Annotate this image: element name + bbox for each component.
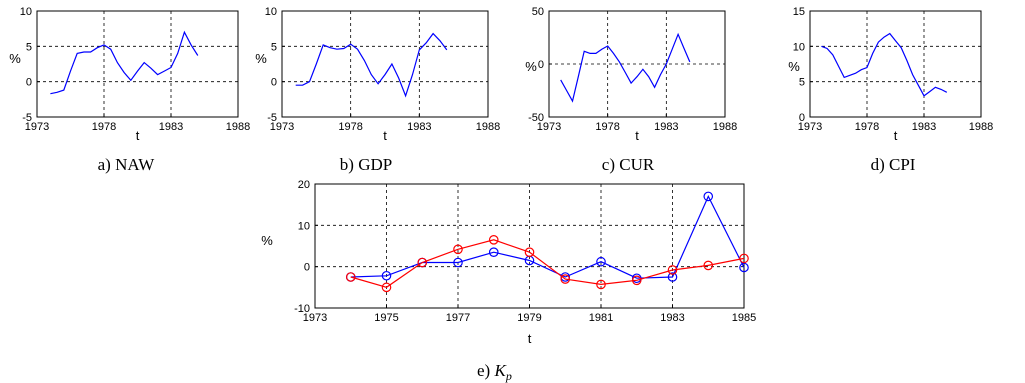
x-tick-label: 1977 <box>446 312 470 324</box>
data-point-blue <box>739 262 749 273</box>
series-line-blue <box>821 32 948 97</box>
data-point-blue <box>703 191 714 202</box>
x-tick-label: 1988 <box>226 121 250 133</box>
panel-caption: c) CUR <box>602 155 655 174</box>
y-axis-label: % <box>9 51 21 66</box>
x-tick-label: 1988 <box>476 121 500 133</box>
x-tick-label: 1975 <box>374 312 398 324</box>
data-point-red <box>417 257 428 268</box>
y-tick-label: 0 <box>26 77 32 89</box>
caption-symbol: K <box>493 361 507 380</box>
data-point-blue <box>381 270 392 281</box>
plot-frame <box>809 10 982 118</box>
y-axis-label: % <box>788 59 800 74</box>
caption-prefix: e) <box>477 361 494 380</box>
y-tick-label: 10 <box>298 220 310 232</box>
series-line-blue <box>50 30 199 95</box>
x-tick-label: 1973 <box>798 121 822 133</box>
data-point-red <box>703 260 714 271</box>
series-line-red <box>350 239 745 288</box>
x-axis-label: t <box>635 128 639 143</box>
chart-panel-4: 1973 1975 1977 1979 1981 1983 1985 -10 0 10 20% t e)… <box>261 179 756 383</box>
y-tick-label: 5 <box>799 77 805 89</box>
plot-frame <box>36 10 239 118</box>
y-tick-label: 15 <box>793 6 805 18</box>
plot-frame <box>281 10 489 118</box>
y-axis-label: % <box>525 59 537 74</box>
y-tick-label: 10 <box>265 6 277 18</box>
y-axis-label: % <box>255 51 267 66</box>
data-point-red <box>631 275 642 286</box>
x-tick-label: 1973 <box>303 312 327 324</box>
x-tick-label: 1988 <box>713 121 737 133</box>
chart-panel-1: 1973 1978 1983 1988 -5 0 5 10% t b) GDP <box>255 6 500 174</box>
x-tick-label: 1985 <box>732 312 756 324</box>
data-point-red <box>560 274 571 284</box>
panel-caption: a) NAW <box>98 155 156 174</box>
x-tick-label: 1983 <box>912 121 936 133</box>
y-tick-label: 0 <box>304 262 310 274</box>
panel-caption: d) CPI <box>871 155 916 174</box>
data-point-red <box>488 235 499 245</box>
y-tick-label: 50 <box>532 6 544 18</box>
data-point-blue <box>488 247 499 257</box>
data-point-red <box>596 279 606 290</box>
y-tick-label: 20 <box>298 179 310 191</box>
x-tick-label: 1973 <box>537 121 561 133</box>
series-line-blue <box>350 194 745 279</box>
data-point-blue <box>453 257 463 268</box>
x-tick-label: 1973 <box>270 121 294 133</box>
series-line-blue <box>560 32 691 103</box>
caption-subscript: p <box>505 369 512 383</box>
data-point-red <box>345 272 356 282</box>
y-tick-label: 10 <box>20 6 32 18</box>
x-tick-label: 1978 <box>92 121 116 133</box>
x-axis-label: t <box>528 331 532 346</box>
data-point-red <box>667 265 678 275</box>
x-axis-label: t <box>894 128 898 143</box>
x-tick-label: 1983 <box>654 121 678 133</box>
series-line-blue <box>295 32 448 98</box>
y-tick-label: -50 <box>528 112 544 124</box>
x-tick-label: 1988 <box>969 121 993 133</box>
y-tick-label: -10 <box>294 303 310 315</box>
chart-panel-3: 1973 1978 1983 1988 0 5 10 15% t d) CPI <box>788 6 993 174</box>
y-tick-label: 10 <box>793 41 805 53</box>
x-axis-label: t <box>383 128 387 143</box>
y-tick-label: -5 <box>267 112 277 124</box>
y-tick-label: 5 <box>26 41 32 53</box>
x-tick-label: 1978 <box>338 121 362 133</box>
data-point-red <box>739 253 749 264</box>
y-tick-label: -5 <box>22 112 32 124</box>
x-tick-label: 1979 <box>517 312 541 324</box>
y-tick-label: 0 <box>538 59 544 71</box>
data-point-blue <box>667 272 678 282</box>
x-tick-label: 1978 <box>595 121 619 133</box>
panel-caption: b) GDP <box>340 155 392 174</box>
x-tick-label: 1983 <box>159 121 183 133</box>
x-tick-label: 1973 <box>25 121 49 133</box>
data-point-red <box>381 282 392 293</box>
data-point-red <box>524 247 535 257</box>
x-tick-label: 1978 <box>855 121 879 133</box>
panel-caption: e) Kp <box>477 361 512 383</box>
y-tick-label: 5 <box>271 41 277 53</box>
data-point-blue <box>596 256 606 267</box>
chart-panel-2: 1973 1978 1983 1988 -50 0 50% t c) CUR <box>525 6 737 174</box>
y-axis-label: % <box>261 233 273 248</box>
x-axis-label: t <box>136 128 140 143</box>
y-tick-label: 0 <box>271 77 277 89</box>
data-point-red <box>453 244 463 255</box>
chart-panel-0: 1973 1978 1983 1988 -5 0 5 10% t a) NAW <box>9 6 250 174</box>
x-tick-label: 1981 <box>589 312 613 324</box>
x-tick-label: 1983 <box>407 121 431 133</box>
x-tick-label: 1983 <box>660 312 684 324</box>
y-tick-label: 0 <box>799 112 805 124</box>
